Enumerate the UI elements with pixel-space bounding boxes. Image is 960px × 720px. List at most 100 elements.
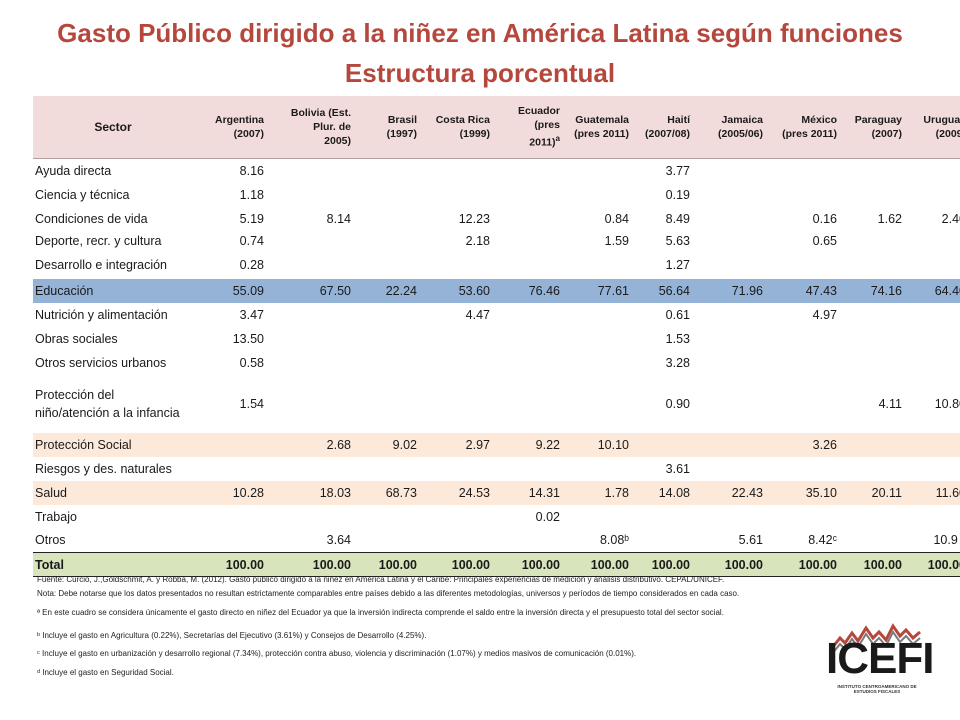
column-header: Jamaica (2005/06)	[692, 96, 765, 159]
value-cell	[266, 505, 353, 529]
value-cell	[562, 505, 631, 529]
value-cell	[692, 159, 765, 183]
value-cell	[562, 375, 631, 433]
value-cell	[692, 327, 765, 351]
value-cell	[492, 351, 562, 375]
table-row: Ciencia y técnica 1.18 0.19	[33, 183, 960, 207]
value-cell: 1.78	[562, 480, 631, 505]
value-cell: 100.00	[353, 552, 419, 577]
sector-label: Otros servicios urbanos	[35, 355, 167, 370]
icefi-logo-mountains	[830, 623, 921, 655]
column-header: Bolivia (Est. Plur. de 2005)	[266, 96, 353, 159]
value-cell: 1.62	[877, 211, 902, 226]
value-cell: 0.74	[239, 233, 264, 248]
table-row: Otros servicios urbanos 0.58 3.28	[33, 351, 960, 375]
table-row: Ayuda directa 8.16 3.77	[33, 159, 960, 183]
column-period: (2007)	[233, 128, 264, 140]
value-cell: 1.59	[604, 233, 629, 248]
value-cell	[904, 351, 960, 375]
value-cell: 100.00	[193, 552, 266, 577]
value-cell	[562, 159, 631, 183]
value-cell	[839, 159, 904, 183]
column-header: Haití (2007/08)	[631, 96, 692, 159]
value-cell: 67.50	[266, 278, 353, 303]
value-cell	[839, 327, 904, 351]
comparability-note: Nota: Debe notarse que los datos present…	[37, 589, 740, 598]
column-name: Guatemala	[575, 114, 629, 126]
sector-label: Desarrollo e integración	[35, 257, 168, 272]
value-cell: 0.90	[665, 396, 690, 411]
table-row: Deporte, recr. y cultura 0.74 2.18 1.59 5.63…	[33, 231, 960, 255]
value-cell	[353, 529, 419, 553]
value-cell	[904, 303, 960, 327]
value-cell	[839, 183, 904, 207]
value-cell	[193, 529, 266, 553]
column-period: (2007/08)	[645, 128, 690, 140]
value-cell	[419, 183, 492, 207]
footnote-b: ᵇ Incluye el gasto en Agricultura (0.22%…	[37, 631, 427, 640]
table-row: Protección del niño/atención a la infanc…	[33, 375, 960, 433]
value-cell	[765, 183, 839, 207]
value-cell: 53.60	[419, 278, 492, 303]
value-cell: 5.19	[239, 211, 264, 226]
value-cell	[765, 505, 839, 529]
sector-header: Sector	[33, 96, 193, 159]
value-cell: 100.00	[904, 552, 960, 577]
value-cell: 1.53	[665, 331, 690, 346]
sector-label: Otros	[35, 533, 66, 548]
value-cell	[266, 231, 353, 255]
column-footnote-mark: a	[555, 134, 560, 144]
value-cell	[266, 303, 353, 327]
value-cell	[353, 159, 419, 183]
column-header: México (pres 2011)	[765, 96, 839, 159]
column-name: Bolivia (Est. Plur. de	[290, 107, 351, 133]
value-cell	[839, 255, 904, 279]
value-cell	[353, 207, 419, 231]
value-cell	[353, 327, 419, 351]
value-cell: 77.61	[562, 278, 631, 303]
value-cell: 100.00	[266, 552, 353, 577]
value-cell	[492, 327, 562, 351]
column-period: (2007)	[871, 128, 902, 140]
column-period: (2009)	[935, 128, 960, 140]
value-cell	[904, 505, 960, 529]
value-cell: 2.18	[465, 233, 490, 248]
value-cell	[419, 457, 492, 481]
column-period: (pres 2011)	[782, 128, 837, 140]
sector-label: Riesgos y des. naturales	[35, 461, 172, 476]
value-cell	[562, 351, 631, 375]
value-cell: 3.61	[665, 461, 690, 476]
value-cell	[839, 303, 904, 327]
sector-label: Ciencia y técnica	[35, 187, 130, 202]
table-header-row: Sector Argentina (2007) Bolivia (Est. Plur…	[33, 96, 960, 159]
value-cell	[839, 505, 904, 529]
value-cell	[266, 183, 353, 207]
icefi-logo-text: ICEFI	[826, 634, 934, 683]
column-header: Guatemala (pres 2011)	[562, 96, 631, 159]
column-name: Paraguay	[854, 114, 902, 126]
value-cell	[353, 303, 419, 327]
value-cell	[492, 183, 562, 207]
column-name: Ecuador (pres	[517, 105, 560, 132]
value-cell	[904, 432, 960, 457]
value-cell	[562, 327, 631, 351]
value-cell: 10.9 ᵈ	[933, 533, 960, 548]
value-cell	[631, 432, 692, 457]
value-cell: 0.65	[812, 233, 837, 248]
value-cell	[266, 327, 353, 351]
value-cell	[492, 231, 562, 255]
sector-label: Salud	[33, 480, 193, 505]
value-cell: 64.40	[904, 278, 960, 303]
value-cell	[692, 207, 765, 231]
sector-label: Ayuda directa	[35, 163, 112, 178]
footnote-a: ª En este cuadro se considera únicamente…	[37, 608, 724, 617]
column-header: Paraguay (2007)	[839, 96, 904, 159]
value-cell	[492, 457, 562, 481]
sector-label: Nutrición y alimentación	[35, 307, 168, 322]
value-cell: 1.18	[239, 187, 264, 202]
value-cell	[266, 351, 353, 375]
source-note: Fuente: Curcio, J.,Goldschmit, A. y Robb…	[37, 575, 725, 584]
value-cell	[839, 529, 904, 553]
value-cell	[492, 207, 562, 231]
value-cell	[765, 375, 839, 433]
